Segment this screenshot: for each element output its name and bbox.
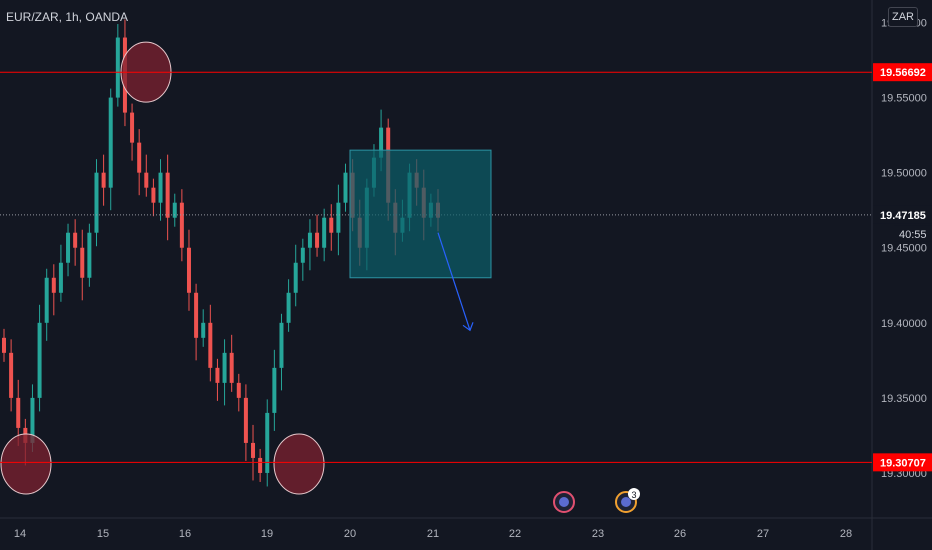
projection-arrow[interactable] <box>437 232 471 331</box>
candle-body <box>73 232 78 248</box>
level-price-label: 19.30707 <box>880 457 926 469</box>
x-tick-label: 22 <box>509 528 521 540</box>
candle-body <box>322 217 327 248</box>
candle-body <box>58 262 63 293</box>
candle-body <box>251 442 256 458</box>
y-tick-label: 19.40000 <box>881 318 927 330</box>
x-tick-label: 19 <box>261 528 273 540</box>
candle-body <box>158 172 163 203</box>
x-tick-label: 26 <box>674 528 686 540</box>
candle-body <box>343 172 348 203</box>
candle-body <box>286 292 291 323</box>
x-tick-label: 15 <box>97 528 109 540</box>
candle-body <box>379 127 384 158</box>
x-tick-label: 28 <box>840 528 852 540</box>
candle-body <box>222 352 227 383</box>
candle-body <box>144 172 149 188</box>
candle-body <box>307 232 312 248</box>
globe-icon <box>559 497 569 507</box>
currency-button[interactable]: ZAR <box>888 7 918 27</box>
candle-body <box>329 217 334 233</box>
event-badge-count: 3 <box>631 490 636 500</box>
y-tick-label: 19.55000 <box>881 93 927 105</box>
current-price-label: 19.47185 <box>880 210 926 222</box>
candle-body <box>30 397 35 443</box>
candle-body <box>229 352 234 383</box>
candle-body <box>101 172 106 188</box>
x-tick-label: 20 <box>344 528 356 540</box>
arrow-head-icon <box>462 322 474 332</box>
candle-body <box>137 142 142 173</box>
candle-body <box>172 202 177 218</box>
candle-body <box>236 382 241 398</box>
candle-body <box>130 112 135 143</box>
candle-body <box>208 322 213 368</box>
candle-body <box>37 322 42 398</box>
candle-body <box>336 202 341 233</box>
symbol-title: EUR/ZAR, 1h, OANDA <box>6 10 129 24</box>
candle-body <box>87 232 92 278</box>
level-price-tag <box>873 63 932 82</box>
x-tick-label: 27 <box>757 528 769 540</box>
level-price-tag <box>873 453 932 472</box>
current-price-tag <box>873 205 932 224</box>
candle-body <box>279 322 284 368</box>
x-tick-label: 21 <box>427 528 439 540</box>
candle-body <box>265 412 270 473</box>
x-tick-label: 14 <box>14 528 26 540</box>
y-tick-label: 19.50000 <box>881 168 927 180</box>
candle-body <box>44 277 49 323</box>
event-badge <box>628 488 640 500</box>
candle-body <box>80 247 85 278</box>
candle-body <box>315 232 320 248</box>
countdown-label: 40:55 <box>899 229 927 241</box>
annotation-circle <box>273 433 325 495</box>
candle-body <box>179 202 184 248</box>
x-tick-label: 23 <box>592 528 604 540</box>
candle-body <box>258 457 263 473</box>
candle-body <box>94 172 99 233</box>
y-tick-label: 19.35000 <box>881 393 927 405</box>
countdown-tag <box>894 225 932 242</box>
globe-icon <box>621 497 631 507</box>
candle-body <box>2 337 6 353</box>
candle-body <box>151 187 156 203</box>
candle-body <box>9 352 14 398</box>
candle-body <box>115 37 120 98</box>
consolidation-box[interactable] <box>349 149 492 279</box>
candle-body <box>66 232 71 263</box>
candle-body <box>300 247 305 263</box>
candle-body <box>215 367 220 383</box>
candle-body <box>272 367 277 413</box>
candle-body <box>201 322 206 338</box>
candle-body <box>108 97 113 188</box>
candle-body <box>194 292 199 338</box>
x-tick-label: 16 <box>179 528 191 540</box>
annotation-circle <box>0 433 52 495</box>
candle-body <box>186 247 191 293</box>
candle-body <box>293 262 298 293</box>
level-price-label: 19.56692 <box>880 67 926 79</box>
candle-body <box>243 397 248 443</box>
candle-body <box>165 172 170 218</box>
candle-body <box>16 397 21 428</box>
y-tick-label: 19.45000 <box>881 243 927 255</box>
candle-body <box>51 277 56 293</box>
